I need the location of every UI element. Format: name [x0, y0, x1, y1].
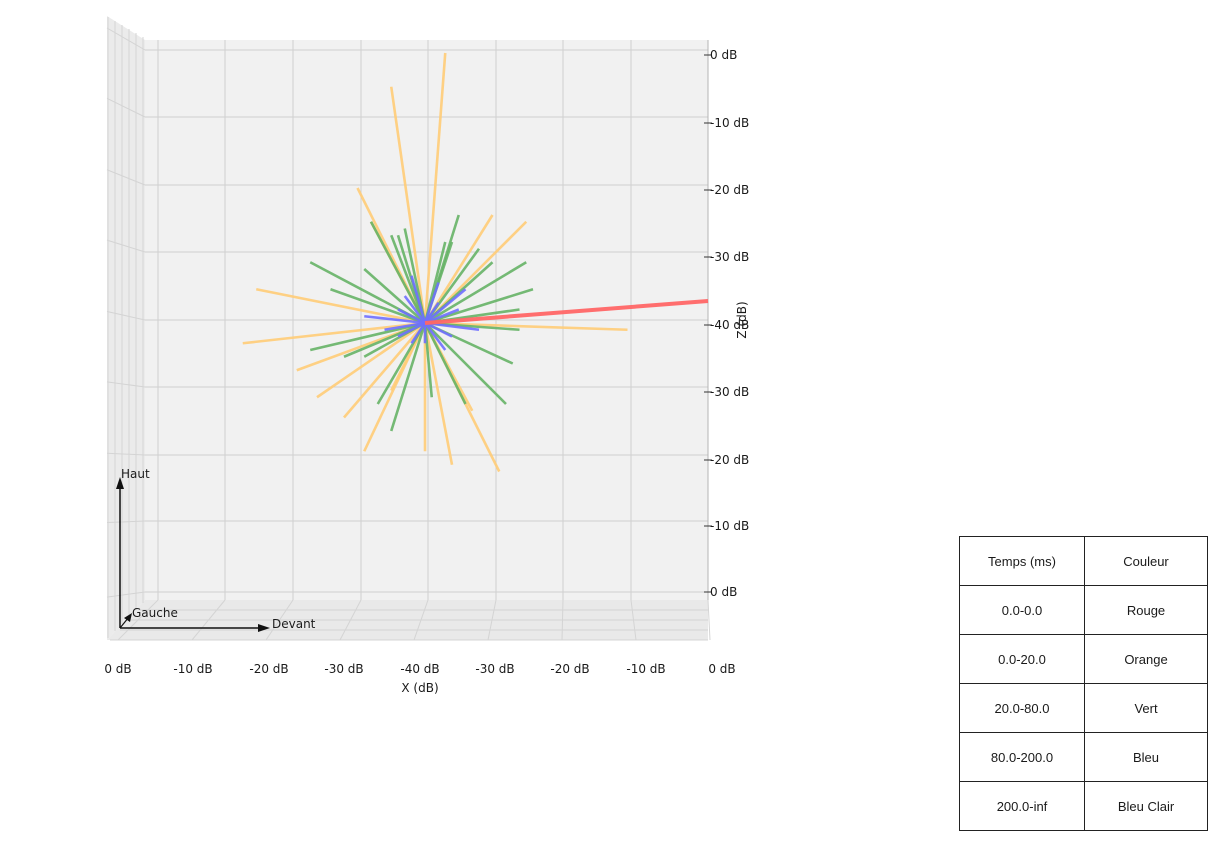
- z-tick-label: -10 dB: [710, 519, 749, 533]
- left-arrow-icon: [124, 613, 132, 622]
- legend-header-time: Temps (ms): [959, 536, 1085, 586]
- x-tick-label: -20 dB: [249, 662, 288, 676]
- front-label: Devant: [272, 617, 316, 631]
- ray-bleu: [397, 308, 426, 325]
- grid-line-left-pane: [106, 520, 146, 524]
- up-arrow-icon: [116, 477, 124, 489]
- ray-vert: [424, 288, 534, 325]
- ray-orange: [316, 321, 426, 399]
- ray-bleu: [364, 314, 426, 325]
- grid-line-left-pane: [106, 591, 146, 598]
- grid-line-left-pane: [106, 169, 146, 186]
- ray-vert: [424, 322, 507, 405]
- legend-cell-time: 20.0-80.0: [959, 683, 1085, 733]
- z-tick-label: 0 dB: [710, 585, 737, 599]
- ray-orange: [423, 52, 447, 324]
- x-tick-label: -30 dB: [324, 662, 363, 676]
- legend-cell-color: Vert: [1084, 683, 1208, 733]
- orientation-indicator: Haut Gauche Devant: [116, 467, 316, 632]
- up-label: Haut: [121, 467, 150, 481]
- left-pane: [107, 16, 145, 640]
- x-tick-label: -30 dB: [475, 662, 514, 676]
- legend-row: 200.0-inf Bleu Clair: [959, 781, 1208, 831]
- grid-line-left-pane: [106, 97, 146, 118]
- ray-bleu: [424, 288, 467, 324]
- ray-lines: [242, 52, 709, 473]
- legend-cell-time: 200.0-inf: [959, 781, 1085, 831]
- grid-line-left-pane: [106, 381, 146, 388]
- x-tick-label: -10 dB: [626, 662, 665, 676]
- left-label: Gauche: [132, 606, 178, 620]
- ray-bleu: [403, 295, 427, 324]
- ray-vert: [369, 221, 427, 324]
- legend-row: 20.0-80.0 Vert: [959, 683, 1208, 733]
- grid-line-left-pane: [106, 311, 146, 321]
- ray-orange: [423, 322, 454, 465]
- legend-cell-time: 80.0-200.0: [959, 732, 1085, 782]
- ray-vert: [330, 288, 426, 325]
- ray-bleu: [424, 321, 453, 338]
- ray-bleu: [410, 275, 427, 324]
- x-tick-label: 0 dB: [708, 662, 735, 676]
- z-tick-label: -40 dB: [710, 318, 749, 332]
- grid-line-left-pane: [106, 239, 146, 253]
- x-tick-label: -20 dB: [550, 662, 589, 676]
- ray-vert: [390, 322, 427, 432]
- front-arrow-icon: [258, 624, 270, 632]
- ray-vert: [363, 268, 426, 324]
- tick-labels: 0 dB -10 dB -20 dB -30 dB -40 dB -30 dB -20 dB…: [104, 48, 749, 676]
- z-tick-label: -20 dB: [710, 183, 749, 197]
- x-tick-label: -10 dB: [173, 662, 212, 676]
- ray-rouge: [424, 299, 709, 325]
- z-axis-label: Z (dB): [735, 301, 749, 338]
- legend-row: 80.0-200.0 Bleu: [959, 732, 1208, 782]
- ray-vert: [424, 261, 527, 325]
- z-tick-label: -30 dB: [710, 385, 749, 399]
- ray-bleu: [423, 322, 447, 351]
- polar-3d-chart: 0 dB -10 dB -20 dB -30 dB -40 dB -30 dB -20 dB…: [104, 16, 749, 695]
- legend-cell-time: 0.0-0.0: [959, 585, 1085, 635]
- legend-cell-time: 0.0-20.0: [959, 634, 1085, 684]
- z-tick-label: 0 dB: [710, 48, 737, 62]
- legend-row: 0.0-20.0 Orange: [959, 634, 1208, 684]
- grid-lines: [106, 17, 711, 641]
- legend-cell-color: Rouge: [1084, 585, 1208, 635]
- ray-orange: [343, 322, 426, 419]
- legend-cell-color: Bleu Clair: [1084, 781, 1208, 831]
- z-tick-label: -30 dB: [710, 250, 749, 264]
- legend-cell-color: Bleu: [1084, 732, 1208, 782]
- grid-line-left-pane: [106, 27, 146, 51]
- z-tick-label: -20 dB: [710, 453, 749, 467]
- ray-vert: [423, 322, 467, 405]
- legend-table-body: Temps (ms) Couleur 0.0-0.0 Rouge 0.0-20.…: [959, 536, 1208, 831]
- legend-table: Temps (ms) Couleur 0.0-0.0 Rouge 0.0-20.…: [959, 536, 1208, 831]
- ray-bleu: [410, 322, 427, 344]
- ray-bleu: [423, 302, 440, 324]
- x-axis-label: X (dB): [401, 681, 438, 695]
- ray-bleu: [384, 321, 426, 332]
- ray-bleu: [423, 282, 440, 324]
- ray-orange: [255, 287, 426, 325]
- z-tick-label: -10 dB: [710, 116, 749, 130]
- legend-row: 0.0-0.0 Rouge: [959, 585, 1208, 635]
- grid-line-floor: [707, 599, 711, 641]
- legend-cell-color: Orange: [1084, 634, 1208, 684]
- ray-bleu: [397, 321, 426, 338]
- ray-orange: [242, 321, 426, 345]
- x-tick-label: 0 dB: [104, 662, 131, 676]
- x-tick-label: -40 dB: [400, 662, 439, 676]
- ray-orange: [389, 86, 427, 324]
- legend-header-color: Couleur: [1084, 536, 1208, 586]
- grid-line-left-pane: [106, 452, 146, 456]
- legend-header-row: Temps (ms) Couleur: [959, 536, 1208, 586]
